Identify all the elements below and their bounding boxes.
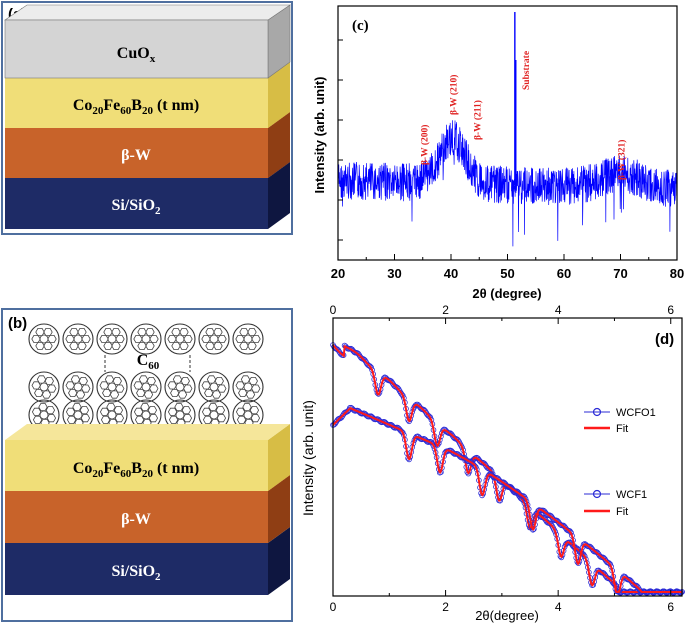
xrr-legend-label: Fit: [616, 506, 628, 518]
xrr-top-tick-label: 0: [330, 303, 337, 317]
c60-molecule: [164, 371, 196, 403]
xrd-x-label: 2θ (degree): [472, 286, 541, 301]
c60-molecule: [198, 323, 230, 355]
xrd-axes-frame: [337, 5, 678, 261]
xrd-y-label: Intensity (arb. unit): [312, 77, 327, 194]
cofeb-layer-a: [5, 78, 268, 128]
xrd-x-tick-label: 60: [557, 266, 571, 281]
xrr-top-tick-label: 2: [442, 303, 449, 317]
xrr-x-tick-label: 6: [667, 600, 674, 614]
xrr-data-point: [522, 495, 529, 502]
cofeb-side-b: [268, 424, 290, 491]
w-layer-b: [5, 491, 268, 543]
xrr-top-tick-label: 6: [667, 303, 674, 317]
panel-b-label: (b): [8, 315, 27, 332]
xrd-plot-area: [337, 12, 678, 247]
xrd-x-tick-label: 80: [670, 266, 684, 281]
xrr-panel-label: (d): [655, 331, 674, 348]
xrd-annotation-label: β-W (211): [472, 100, 483, 140]
xrr-x-tick-label: 2: [442, 600, 449, 614]
cofeb-side: [268, 62, 290, 128]
xrd-annotation-label: β-W (321): [617, 140, 628, 180]
xrr-legend-label: Fit: [616, 423, 628, 435]
xrr-data-point: [558, 554, 565, 561]
xrr-legend-label: WCFO1: [616, 407, 656, 419]
cuox-top: [4, 4, 291, 21]
c60-molecule: [96, 323, 128, 355]
xrd-x-tick-label: 20: [331, 266, 345, 281]
c60-label: C60: [137, 352, 160, 372]
xrd-x-tick-label: 70: [613, 266, 627, 281]
c60-molecule: [96, 371, 128, 403]
cuox-layer-a: [4, 19, 269, 79]
c60-molecule: [28, 371, 60, 403]
c60-molecule: [232, 371, 264, 403]
xrr-legend-marker: [592, 407, 602, 417]
w-side-b: [268, 475, 290, 543]
xrr-data-point: [567, 528, 573, 534]
xrd-x-ticks: 20 30 40 50 60 70 80: [331, 39, 684, 281]
xrd-x-tick-label: 40: [444, 266, 458, 281]
xrr-x-ticks: 0 0 2 2 4 4 6 6: [330, 303, 675, 614]
panel-a: (a) CuOx Co20Fe60B20 (t nm) β-W Si/SiO2: [1, 1, 293, 235]
panel-c-xrd-chart: Intensity (arb. unit) (c) 20 30 40 50 60 70 80…: [312, 5, 684, 301]
xrr-axes-frame: [332, 317, 683, 597]
c60-molecule: [198, 399, 230, 431]
xrr-y-label: Intensity (arb. unit): [300, 400, 316, 516]
sio2-side-b: [268, 527, 290, 595]
sio2-layer-a: [5, 178, 268, 229]
cofeb-layer-b: [5, 440, 268, 491]
c60-molecule: [130, 371, 162, 403]
c60-molecule: [198, 371, 230, 403]
xrd-x-tick-label: 30: [387, 266, 401, 281]
w-side: [268, 112, 290, 178]
xrd-annotation-label: Substrate: [522, 51, 532, 90]
sio2-label-a: Si/SiO2: [111, 197, 161, 217]
w-label-a: β-W: [121, 147, 151, 164]
xrd-series-line: [337, 120, 678, 247]
w-label-b: β-W: [121, 511, 151, 528]
xrr-top-tick-label: 4: [555, 303, 562, 317]
cofeb-top-b: [5, 424, 290, 440]
xrd-x-tick-label: 50: [500, 266, 514, 281]
xrr-legend: WCFO1 Fit WCF1 Fit: [584, 407, 656, 518]
xrd-panel-label: (c): [352, 18, 369, 34]
w-layer-a: [5, 128, 268, 178]
xrr-data-point: [375, 391, 382, 397]
xrr-data-point: [406, 456, 412, 463]
xrr-x-tick-label: 4: [555, 600, 562, 614]
c60-molecule: [62, 323, 94, 355]
c60-molecule: [232, 323, 264, 355]
panel-d-xrr-chart: Intensity (arb. unit) (d) 0 0 2 2 4 4 6 6 WCFO1…: [300, 303, 685, 623]
xrr-fit-wcf1: [332, 407, 682, 593]
sio2-layer-b: [5, 543, 268, 595]
xrr-data-point: [430, 443, 437, 449]
xrr-legend-marker: [592, 489, 602, 499]
xrr-plot-area: [330, 342, 685, 596]
c60-molecule: [164, 323, 196, 355]
sio2-side: [268, 162, 290, 229]
c60-molecule: [28, 323, 60, 355]
c60-molecule: [232, 399, 264, 431]
xrd-annotation-label: β-W (210): [449, 75, 460, 115]
cuox-label: CuOx: [117, 45, 156, 65]
xrr-x-label: 2θ(degree): [475, 608, 539, 623]
cofeb-label-a: Co20Fe60B20 (t nm): [73, 97, 199, 117]
xrd-annotation-label: β-W (200): [420, 125, 431, 165]
xrr-fit-wcfo1: [332, 344, 682, 593]
c60-molecule: [130, 323, 162, 355]
panel-b: (b) C60 Co20Fe60B20 (t nm) β-W Si/SiO2: [1, 308, 293, 622]
xrr-x-tick-label: 0: [330, 600, 337, 614]
xrd-peak-annotations: β-W (200) β-W (210) β-W (211) Substrate β-W …: [420, 51, 628, 180]
c60-molecule: [62, 371, 94, 403]
cofeb-label-b: Co20Fe60B20 (t nm): [73, 460, 199, 480]
sio2-label-b: Si/SiO2: [111, 563, 161, 583]
xrr-legend-label: WCF1: [616, 489, 647, 501]
